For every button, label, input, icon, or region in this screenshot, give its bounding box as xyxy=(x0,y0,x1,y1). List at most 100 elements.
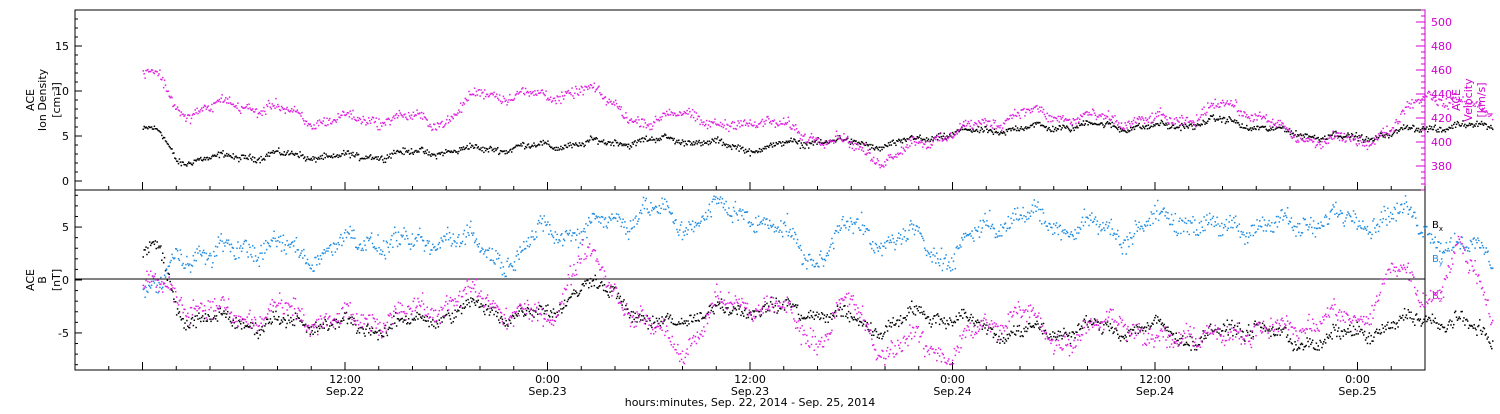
velocity-point xyxy=(1335,132,1337,134)
velocity-point xyxy=(900,152,902,154)
density-point xyxy=(1154,125,1156,127)
density-point xyxy=(466,145,468,147)
velocity-point xyxy=(452,116,454,118)
density-point xyxy=(1430,128,1432,130)
bx-point xyxy=(389,327,391,329)
x-tick-label-date: Sep.25 xyxy=(1338,385,1376,398)
velocity-point xyxy=(879,167,881,169)
density-point xyxy=(730,146,732,148)
density-point xyxy=(491,147,493,149)
density-point xyxy=(143,129,145,131)
bx-point xyxy=(143,256,145,258)
bx-point xyxy=(844,305,846,307)
velocity-point xyxy=(531,92,533,94)
bx-point xyxy=(1468,327,1470,329)
velocity-point xyxy=(1223,102,1225,104)
velocity-point xyxy=(855,148,857,150)
density-point xyxy=(642,137,644,139)
velocity-point xyxy=(625,112,627,114)
density-point xyxy=(1052,126,1054,128)
bx-point xyxy=(484,314,486,316)
velocity-point xyxy=(853,144,855,146)
velocity-point xyxy=(1187,117,1189,119)
bx-point xyxy=(1263,328,1265,330)
bx-point xyxy=(241,328,243,330)
by-point xyxy=(285,253,287,255)
density-point xyxy=(1403,124,1405,126)
density-point xyxy=(1304,136,1306,138)
by-point xyxy=(499,254,501,256)
density-point xyxy=(487,148,489,150)
bx-point xyxy=(329,325,331,327)
by-point xyxy=(388,247,390,249)
bx-point xyxy=(636,321,638,323)
bx-point xyxy=(553,308,555,310)
density-point xyxy=(1489,127,1491,129)
velocity-point xyxy=(672,114,674,116)
density-point xyxy=(1452,128,1454,130)
density-point xyxy=(1009,128,1011,130)
velocity-point xyxy=(953,136,955,138)
density-point xyxy=(1229,117,1231,119)
velocity-point xyxy=(216,101,218,103)
bx-point xyxy=(475,305,477,307)
density-point xyxy=(1447,129,1449,131)
by-point xyxy=(154,282,156,284)
bx-point xyxy=(1247,332,1249,334)
velocity-point xyxy=(1386,125,1388,127)
by-point xyxy=(290,244,292,246)
velocity-point xyxy=(760,122,762,124)
by-point xyxy=(438,244,440,246)
bx-point xyxy=(220,308,222,310)
velocity-point xyxy=(457,112,459,114)
by-point xyxy=(240,245,242,247)
bx-point xyxy=(876,331,878,333)
velocity-point xyxy=(543,92,545,94)
velocity-point xyxy=(637,116,639,118)
density-point xyxy=(559,148,561,150)
by-point xyxy=(391,235,393,237)
velocity-point xyxy=(378,118,380,120)
bx-point xyxy=(1317,349,1319,351)
bx-point xyxy=(1399,316,1401,318)
velocity-point xyxy=(397,117,399,119)
by-point xyxy=(323,253,325,255)
velocity-point xyxy=(583,89,585,91)
density-point xyxy=(1391,136,1393,138)
velocity-point xyxy=(180,115,182,117)
bx-point xyxy=(196,315,198,317)
bx-point xyxy=(1463,317,1465,319)
density-point xyxy=(260,156,262,158)
bx-point xyxy=(808,312,810,314)
velocity-point xyxy=(933,138,935,140)
density-point xyxy=(366,158,368,160)
density-point xyxy=(1411,128,1413,130)
velocity-point xyxy=(1297,140,1299,142)
velocity-point xyxy=(690,116,692,118)
density-point xyxy=(1046,126,1048,128)
bx-point xyxy=(1456,316,1458,318)
bx-point xyxy=(1423,319,1425,321)
velocity-point xyxy=(393,115,395,117)
density-point xyxy=(1185,124,1187,126)
velocity-point xyxy=(1345,140,1347,142)
bx-point xyxy=(684,320,686,322)
velocity-point xyxy=(733,128,735,130)
bx-point xyxy=(407,322,409,324)
velocity-point xyxy=(1416,101,1418,103)
density-point xyxy=(493,151,495,153)
density-point xyxy=(808,147,810,149)
velocity-point xyxy=(209,110,211,112)
velocity-point xyxy=(636,122,638,124)
bx-point xyxy=(1408,309,1410,311)
by-point xyxy=(168,265,170,267)
density-point xyxy=(1458,122,1460,124)
density-point xyxy=(178,163,180,165)
velocity-point xyxy=(903,147,905,149)
velocity-point xyxy=(674,113,676,115)
velocity-point xyxy=(882,165,884,167)
by-point xyxy=(292,241,294,243)
velocity-point xyxy=(651,129,653,131)
velocity-point xyxy=(999,127,1001,129)
